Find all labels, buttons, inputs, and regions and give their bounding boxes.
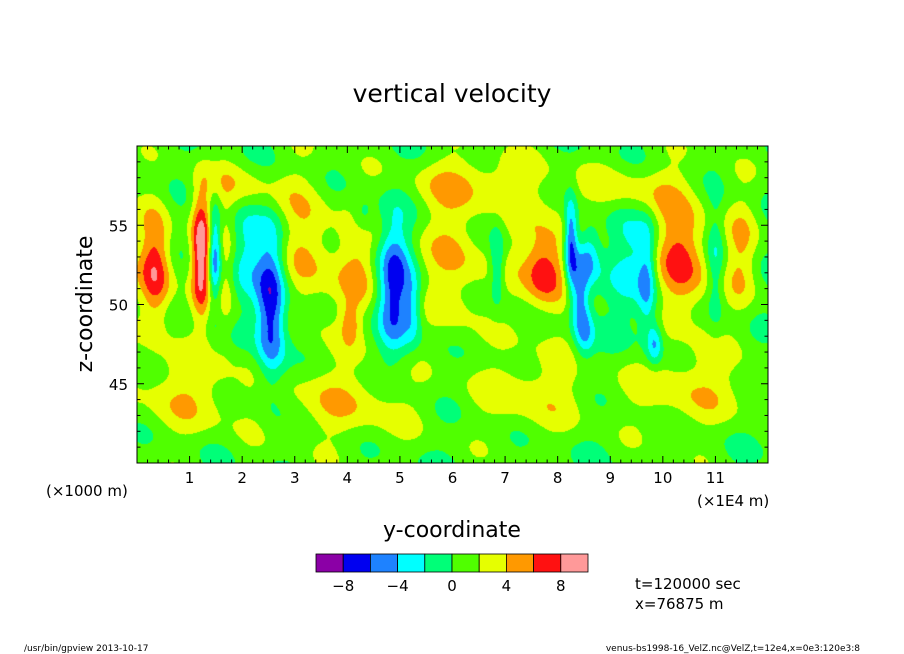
colorbar-swatch [478,553,507,573]
colorbar-swatch [369,553,398,573]
colorbar-swatch [505,553,534,573]
x-tick-label: 2 [237,469,247,487]
colorbar-tick-label: −8 [332,577,354,595]
x-tick-label: 1 [185,469,195,487]
x-scale-note: (×1E4 m) [697,492,769,510]
colorbar [315,553,589,573]
colorbar-swatch [397,553,426,573]
y-scale-note: (×1000 m) [46,482,128,500]
y-axis-label: z-coordinate [73,236,98,373]
colorbar-swatch [451,553,480,573]
x-tick-label: 4 [343,469,353,487]
colorbar-tick-label: 8 [556,577,566,595]
colorbar-swatch [424,553,453,573]
x-tick-label: 10 [653,469,672,487]
x-tick-label: 8 [553,469,563,487]
y-tick-labels: 45 50 55 [109,217,128,394]
colorbar-tick-labels: −8 −4 0 4 8 [332,577,565,595]
colorbar-swatch [315,553,344,573]
colorbar-swatch [533,553,562,573]
x-tick-label: 9 [605,469,615,487]
y-tick-label: 55 [109,217,128,235]
colorbar-tick-label: 4 [502,577,512,595]
footer-left: /usr/bin/gpview 2013-10-17 [24,644,148,654]
heatmap-canvas [137,146,768,463]
x-tick-label: 11 [706,469,725,487]
x-tick-label: 5 [395,469,405,487]
colorbar-tick-label: 0 [447,577,457,595]
x-tick-labels: 1 2 3 4 5 6 7 8 9 10 11 [185,469,725,487]
colorbar-swatch [560,553,589,573]
y-tick-label: 45 [109,376,128,394]
x-tick-label: 3 [290,469,300,487]
chart-title: vertical velocity [353,79,552,108]
time-label: t=120000 sec [635,575,741,593]
y-tick-label: 50 [109,297,128,315]
footer-right: venus-bs1998-16_VelZ.nc@VelZ,t=12e4,x=0e… [606,644,860,654]
x-tick-label: 6 [448,469,458,487]
x-position-label: x=76875 m [635,595,724,613]
colorbar-swatch [342,553,371,573]
x-tick-label: 7 [500,469,510,487]
axis-ticks [136,145,769,464]
x-axis-label: y-coordinate [383,518,521,543]
colorbar-tick-label: −4 [387,577,409,595]
